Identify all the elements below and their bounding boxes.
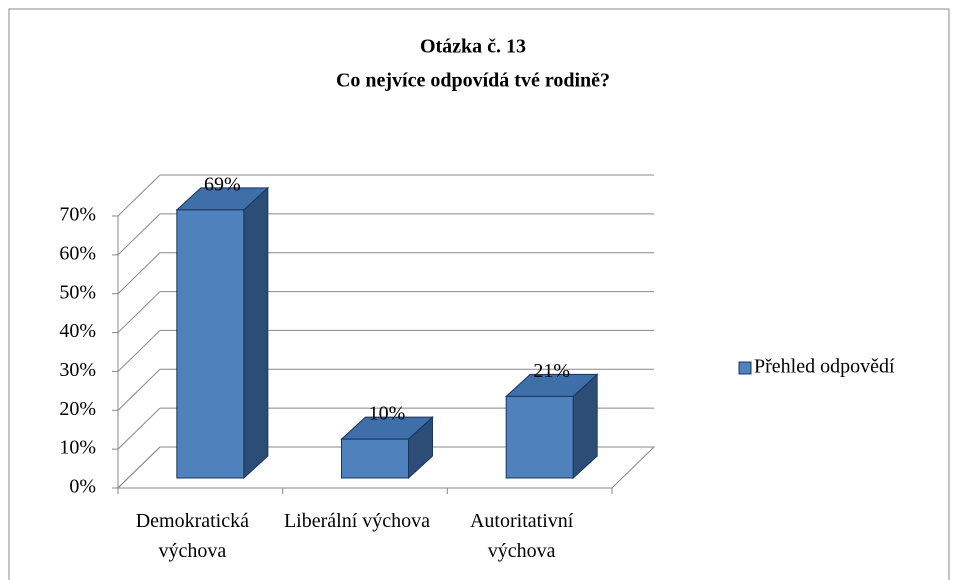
chart-title: Co nejvíce odpovídá tvé rodině?: [336, 70, 610, 92]
y-tick-label: 40%: [59, 320, 96, 342]
grid-line: [117, 446, 161, 489]
grid-line: [117, 291, 161, 333]
y-tick-label: 20%: [59, 398, 96, 420]
grid-line: [117, 330, 161, 372]
y-tick-label: 0%: [69, 476, 96, 498]
chart-title: Otázka č. 13: [420, 36, 526, 58]
grid-line: [117, 368, 161, 411]
y-tick-label: 50%: [59, 281, 96, 303]
value-label: 69%: [204, 173, 241, 195]
x-tick-label: Liberální výchova: [283, 510, 431, 532]
grid-line: [117, 213, 161, 256]
x-tick-label: Demokratická výchova: [135, 510, 249, 562]
bar-side: [243, 186, 269, 480]
y-tick-label: 70%: [59, 204, 96, 226]
x-tick-label: Autoritativní výchova: [469, 510, 574, 562]
legend-label: Přehled odpovědí: [754, 356, 895, 378]
y-tick-label: 10%: [59, 437, 96, 459]
value-label: 21%: [533, 360, 570, 382]
y-tick-label: 30%: [59, 359, 96, 381]
chart-border: [8, 8, 950, 580]
legend-swatch: [738, 361, 752, 375]
grid-line: [117, 252, 161, 295]
grid-line: [117, 407, 161, 450]
bar: [176, 209, 245, 479]
value-label: 10%: [369, 403, 406, 425]
bar: [341, 438, 409, 479]
bar: [505, 395, 574, 479]
grid-line: [117, 174, 161, 217]
y-tick-label: 60%: [59, 242, 96, 264]
